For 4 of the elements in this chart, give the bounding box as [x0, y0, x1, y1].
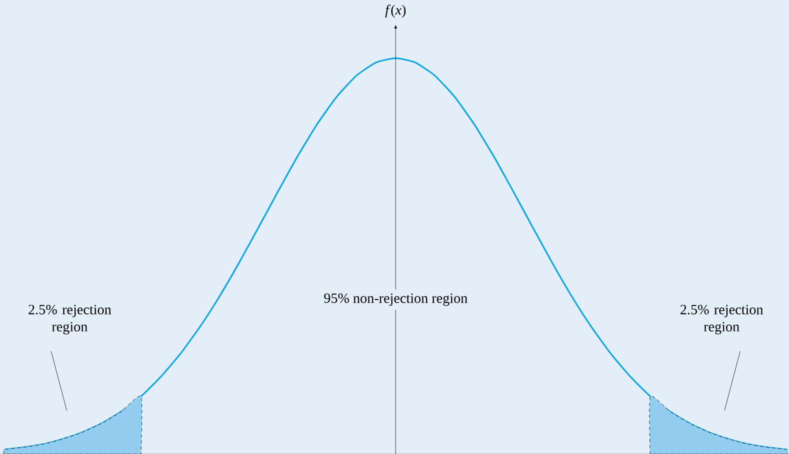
y-axis-title: f(x)	[385, 4, 406, 18]
annotation: 2.5% rejection region	[28, 304, 112, 334]
annotation: 95% non-rejection region	[324, 293, 468, 306]
annotation: 2.5% rejection region	[680, 304, 764, 334]
